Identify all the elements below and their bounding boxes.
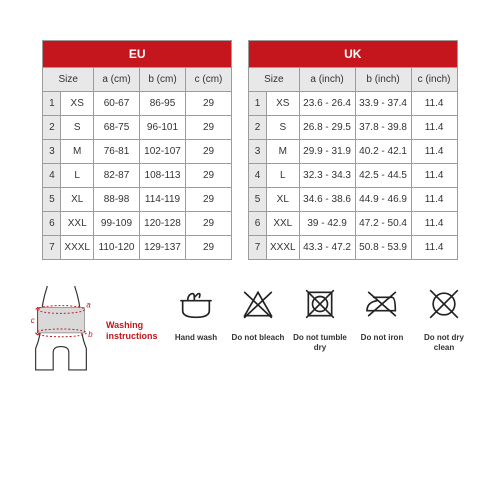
washing-instructions-label: Washing instructions	[106, 284, 162, 342]
col-size: Size	[249, 68, 300, 92]
care-caption: Hand wash	[175, 333, 217, 343]
no-dry-clean-icon	[424, 284, 464, 329]
svg-text:b: b	[88, 330, 93, 339]
table-row: 3M76-81102-10729	[43, 140, 232, 164]
table-row: 5XL34.6 - 38.644.9 - 46.911.4	[249, 188, 458, 212]
size-table-eu: EU Size a (cm) b (cm) c (cm) 1XS60-6786-…	[42, 40, 232, 260]
care-caption: Do not dry clean	[416, 333, 472, 352]
table-row: 3M29.9 - 31.940.2 - 42.111.4	[249, 140, 458, 164]
bottom-row: a b c Washing instructions Hand wash	[18, 284, 482, 377]
care-no-tumble-dry: Do not tumble dry	[292, 284, 348, 352]
table-row: 6XXL99-109120-12829	[43, 212, 232, 236]
no-iron-icon	[362, 284, 402, 329]
col-c: c (inch)	[411, 68, 457, 92]
size-tables-container: EU Size a (cm) b (cm) c (cm) 1XS60-6786-…	[18, 40, 482, 260]
col-a: a (inch)	[299, 68, 355, 92]
col-a: a (cm)	[94, 68, 140, 92]
care-no-bleach: Do not bleach	[230, 284, 286, 352]
table-row: 1XS23.6 - 26.433.9 - 37.411.4	[249, 92, 458, 116]
no-tumble-dry-icon	[300, 284, 340, 329]
col-c: c (cm)	[186, 68, 232, 92]
table-row: 7XXXL110-120129-13729	[43, 236, 232, 260]
size-table-uk: UK Size a (inch) b (inch) c (inch) 1XS23…	[248, 40, 458, 260]
col-b: b (cm)	[140, 68, 186, 92]
body-measurement-diagram: a b c	[22, 284, 100, 377]
svg-text:a: a	[86, 301, 91, 310]
region-header-eu: EU	[43, 41, 232, 68]
col-size: Size	[43, 68, 94, 92]
care-no-dry-clean: Do not dry clean	[416, 284, 472, 352]
svg-text:c: c	[31, 316, 35, 325]
region-header-uk: UK	[249, 41, 458, 68]
table-row: 4L32.3 - 34.342.5 - 44.511.4	[249, 164, 458, 188]
care-caption: Do not tumble dry	[292, 333, 348, 352]
table-row: 2S68-7596-10129	[43, 116, 232, 140]
care-hand-wash: Hand wash	[168, 284, 224, 352]
table-row: 5XL88-98114-11929	[43, 188, 232, 212]
table-row: 7XXXL43.3 - 47.250.8 - 53.911.4	[249, 236, 458, 260]
care-no-iron: Do not iron	[354, 284, 410, 352]
no-bleach-icon	[238, 284, 278, 329]
care-caption: Do not bleach	[232, 333, 285, 343]
table-row: 2S26.8 - 29.537.8 - 39.811.4	[249, 116, 458, 140]
care-caption: Do not iron	[361, 333, 404, 343]
hand-wash-icon	[176, 284, 216, 329]
table-row: 6XXL39 - 42.947.2 - 50.411.4	[249, 212, 458, 236]
table-row: 1XS60-6786-9529	[43, 92, 232, 116]
col-b: b (inch)	[355, 68, 411, 92]
table-row: 4L82-87108-11329	[43, 164, 232, 188]
care-icons-row: Hand wash Do not bleach D	[168, 284, 478, 352]
